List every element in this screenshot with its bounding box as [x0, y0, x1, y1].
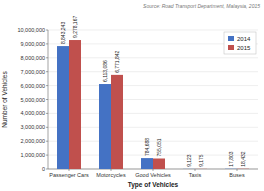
y-tick-label: 9,000,000: [21, 41, 45, 47]
legend-swatch: [228, 45, 234, 50]
legend-label: 2014: [237, 36, 251, 42]
data-label: 6,771,842: [114, 50, 120, 72]
bar: [195, 168, 207, 169]
bar: [153, 159, 165, 169]
y-tick-label: 2,000,000: [21, 138, 45, 144]
x-tick: [69, 169, 70, 171]
legend-swatch: [228, 36, 234, 41]
legend-label: 2015: [237, 45, 251, 51]
axes: 0 1,000,000 2,000,000 3,000,000 4,000,000 5,0…: [17, 27, 258, 178]
bar: [183, 168, 195, 169]
data-label: 9,175: [198, 154, 204, 167]
y-axis-title: Number of Vehicles: [1, 71, 8, 128]
bar: [99, 84, 111, 169]
y-axis-line: [48, 30, 49, 169]
y-tick-label: 3,000,000: [21, 124, 45, 130]
x-tick-label: Buses: [229, 172, 245, 178]
data-label: 17,803: [228, 151, 234, 167]
y-tick-label: 6,000,000: [21, 83, 45, 89]
x-tick-label: Motorcycles: [96, 172, 126, 178]
data-label: 784,688: [144, 138, 150, 156]
data-labels: 8,843,243 6,113,086 784,688 9,123 17,803 9,27…: [60, 16, 246, 167]
x-axis-title: Type of Vehicles: [128, 181, 179, 189]
x-tick-label: Passenger Cars: [49, 172, 89, 178]
bars: [57, 40, 249, 169]
data-label: 9,278,167: [72, 16, 78, 38]
bar: [111, 75, 123, 169]
bar: [225, 168, 237, 169]
bar: [57, 46, 69, 169]
bar: [237, 168, 249, 169]
y-tick-label: 1,000,000: [21, 152, 45, 158]
data-label: 755,051: [156, 138, 162, 156]
y-tick-label: 10,000,000: [17, 27, 45, 33]
x-tick: [195, 169, 196, 171]
y-tick-label: 8,000,000: [21, 55, 45, 61]
bar: [141, 158, 153, 169]
data-label: 6,113,086: [102, 60, 108, 82]
y-tick-label: 5,000,000: [21, 97, 45, 103]
y-tick-label: 7,000,000: [21, 69, 45, 75]
grid-line: [48, 30, 258, 31]
data-label: 9,123: [186, 154, 192, 167]
legend-box: [224, 32, 256, 54]
y-tick-label: 0: [42, 166, 45, 172]
y-tick-label: 4,000,000: [21, 110, 45, 116]
grid: [48, 30, 258, 169]
x-tick: [237, 169, 238, 171]
annotation: Source: Road Transport Department, Malay…: [143, 3, 260, 9]
x-tick: [153, 169, 154, 171]
data-label: 8,843,243: [60, 22, 66, 44]
legend: 2014 2015: [224, 32, 256, 54]
x-tick-label: Good Vehicles: [135, 172, 171, 178]
chart: 0 1,000,000 2,000,000 3,000,000 4,000,000 5,0…: [0, 0, 264, 191]
data-label: 18,432: [240, 151, 246, 167]
x-tick-label: Taxis: [189, 172, 202, 178]
x-tick: [111, 169, 112, 171]
bar: [69, 40, 81, 169]
